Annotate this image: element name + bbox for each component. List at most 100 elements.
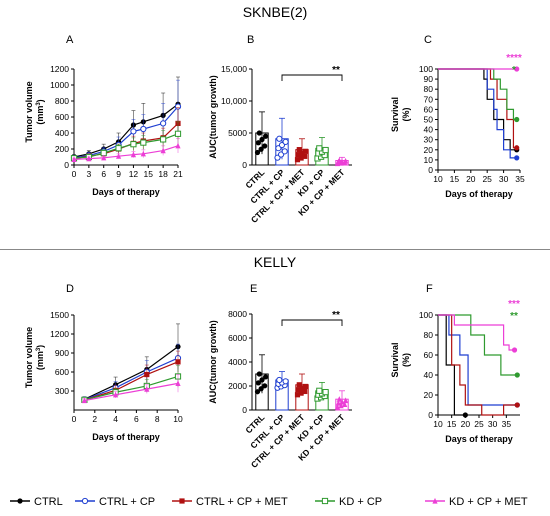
significance-bracket xyxy=(281,319,343,326)
data-point xyxy=(160,136,167,143)
y-tick-label: 1500 xyxy=(50,310,69,320)
x-tick-label: 10 xyxy=(173,414,183,424)
section-title-kelly: KELLY xyxy=(253,254,297,270)
series-line xyxy=(84,361,179,401)
y-tick-label: 40 xyxy=(424,125,434,135)
y-tick-label: 1000 xyxy=(50,80,69,90)
y-tick-label: 1200 xyxy=(50,64,69,74)
panel-letter-b: B xyxy=(247,34,255,46)
replicate-point xyxy=(316,145,323,152)
y-tick-label: 300 xyxy=(55,386,69,396)
x-tick-label: 35 xyxy=(502,419,512,429)
x-axis-label: Days of therapy xyxy=(92,187,160,197)
y-tick-label: 1200 xyxy=(50,329,69,339)
replicate-point xyxy=(294,392,301,398)
legend-marker xyxy=(321,497,329,505)
legend-marker xyxy=(81,497,89,505)
y-tick-label: 100 xyxy=(419,310,433,320)
data-point xyxy=(130,128,137,135)
y-tick-label: 20 xyxy=(424,145,434,155)
series-ctrl xyxy=(81,323,181,402)
censor-point xyxy=(514,145,520,151)
replicate-point xyxy=(282,138,289,146)
y-tick-label: 600 xyxy=(55,367,69,377)
data-point xyxy=(115,153,122,159)
replicate-point xyxy=(263,133,269,139)
replicate-point xyxy=(342,401,348,407)
panel-letter-e: E xyxy=(250,283,258,295)
y-tick-label: 600 xyxy=(55,112,69,122)
replicate-point xyxy=(295,387,301,393)
y-tick-label: 40 xyxy=(424,370,434,380)
survival-curve-ctrl-cp-met xyxy=(438,314,518,416)
x-tick-label: 0 xyxy=(72,169,77,179)
series-ctrl xyxy=(71,76,181,160)
survival-curve-ctrl-cp xyxy=(438,68,517,159)
censor-point xyxy=(514,66,520,72)
replicate-point xyxy=(316,387,323,394)
legend: CTRL CTRL + CP CTRL + CP + MET KD + CP KD + … xyxy=(10,496,528,508)
replicate-point xyxy=(336,396,342,402)
replicate-point xyxy=(303,148,309,154)
x-axis-label: Days of therapy xyxy=(445,189,513,199)
replicate-point xyxy=(295,152,301,158)
censor-point xyxy=(514,372,520,378)
x-tick-label: 25 xyxy=(474,419,484,429)
data-point xyxy=(174,130,182,137)
significance-label: ** xyxy=(510,311,518,322)
y-tick-label: 80 xyxy=(424,330,434,340)
replicate-point xyxy=(281,148,288,155)
data-point xyxy=(130,141,137,148)
x-axis-label: Days of therapy xyxy=(92,432,160,442)
survival-curve-kd-cp xyxy=(438,68,517,121)
x-tick-label: 6 xyxy=(101,169,106,179)
y-tick-label: 400 xyxy=(55,128,69,138)
y-tick-label: 200 xyxy=(55,144,69,154)
replicate-point xyxy=(303,383,309,390)
y-tick-label: 15,000 xyxy=(221,64,247,74)
y-axis-label: AUC(tumor growth) xyxy=(208,320,218,403)
censor-point xyxy=(514,402,520,408)
replicate-point xyxy=(262,383,268,389)
legend-marker xyxy=(432,497,438,504)
y-tick-label: 5000 xyxy=(228,128,247,138)
replicate-point xyxy=(302,153,308,159)
survival-curve-ctrl xyxy=(438,68,517,151)
x-tick-label: 35 xyxy=(515,174,525,184)
y-tick-label: 10 xyxy=(424,155,434,165)
y-tick-label: 60 xyxy=(424,350,434,360)
y-axis-label: Tumor volume(mm3) xyxy=(24,327,45,388)
series-kd-cp xyxy=(81,365,182,403)
series-kd-cp-met xyxy=(71,138,181,162)
replicate-point xyxy=(263,374,269,380)
replicate-point xyxy=(276,135,283,142)
censor-point xyxy=(462,412,468,418)
censor-point xyxy=(514,155,520,161)
replicate-point xyxy=(296,147,302,153)
y-tick-label: 2000 xyxy=(228,381,247,391)
replicate-point xyxy=(276,376,283,384)
replicate-point xyxy=(322,146,329,154)
legend-item: CTRL + CP xyxy=(75,496,155,508)
data-point xyxy=(130,151,137,158)
x-tick-label: 6 xyxy=(134,414,139,424)
x-tick-label: 20 xyxy=(466,174,476,184)
replicate-point xyxy=(343,397,349,404)
y-tick-label: 8000 xyxy=(228,309,247,319)
data-point xyxy=(71,156,77,162)
significance-label: ** xyxy=(332,65,340,76)
series-line xyxy=(73,103,179,158)
x-tick-label: 12 xyxy=(129,169,139,179)
significance-label: * xyxy=(512,65,516,76)
data-point xyxy=(175,142,181,149)
data-point xyxy=(140,125,147,133)
y-axis-label: Survival(%) xyxy=(390,342,411,377)
data-point xyxy=(86,155,92,162)
x-tick-label: 25 xyxy=(482,174,492,184)
x-tick-label: 4 xyxy=(113,414,118,424)
series-line xyxy=(73,145,179,160)
legend-label: CTRL + CP + MET xyxy=(196,496,288,508)
survival-curve-kd-cp xyxy=(438,314,518,376)
censor-point xyxy=(511,347,518,353)
